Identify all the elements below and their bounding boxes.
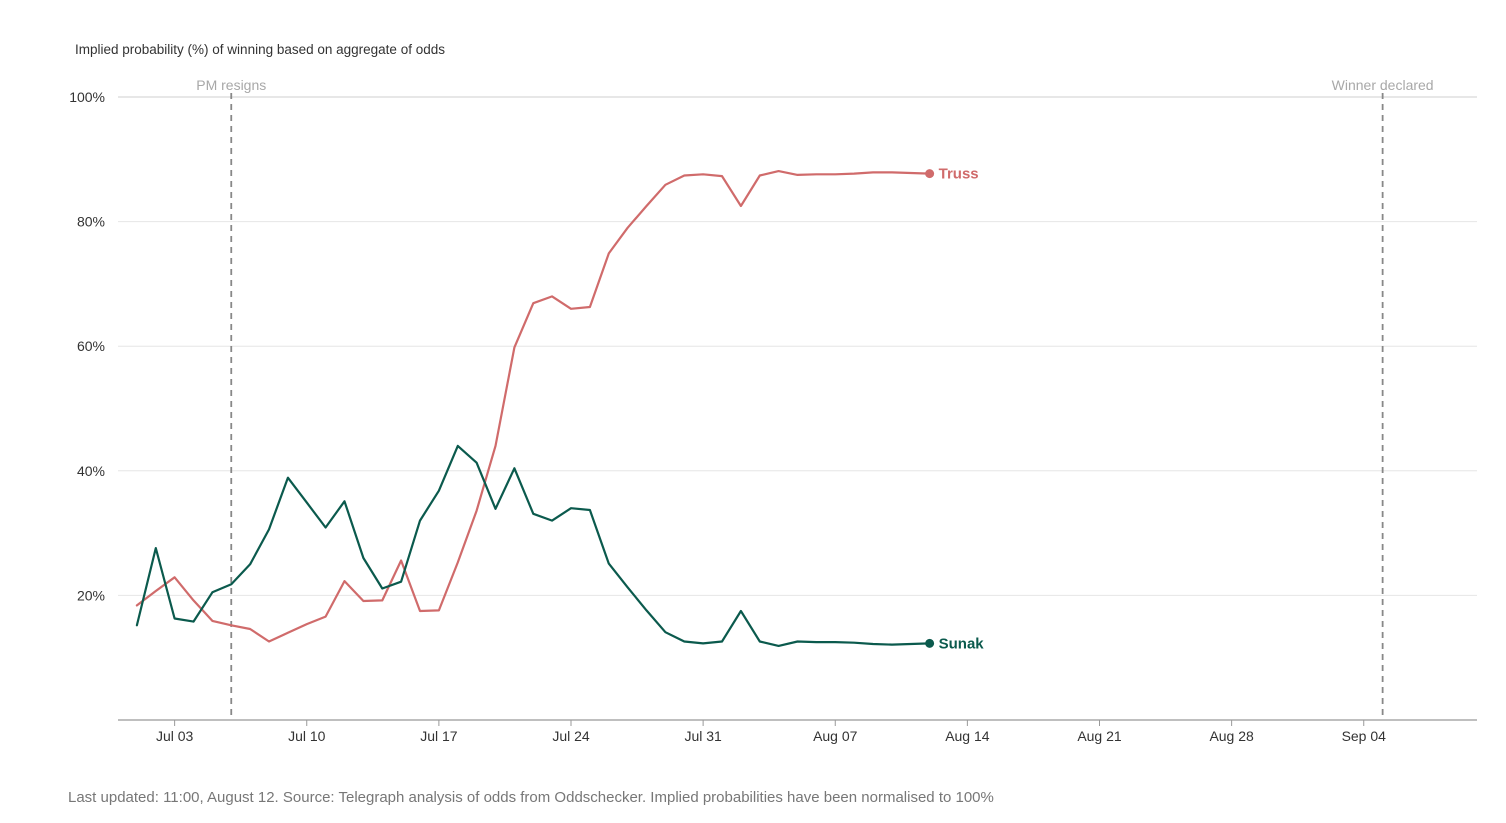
- y-tick-label: 60%: [77, 338, 105, 354]
- source-footnote: Last updated: 11:00, August 12. Source: …: [68, 789, 994, 806]
- series-end-marker-truss: [925, 169, 935, 179]
- y-tick-label: 20%: [77, 587, 105, 603]
- x-tick-label: Jul 17: [420, 728, 458, 744]
- x-tick-label: Jul 03: [156, 728, 194, 744]
- x-tick-label: Aug 21: [1077, 728, 1122, 744]
- x-tick-label: Aug 07: [813, 728, 858, 744]
- series-label-sunak: Sunak: [939, 635, 985, 652]
- y-tick-label: 40%: [77, 463, 105, 479]
- x-tick-label: Aug 28: [1209, 728, 1254, 744]
- chart-subtitle: Implied probability (%) of winning based…: [75, 42, 445, 57]
- x-tick-label: Aug 14: [945, 728, 990, 744]
- y-tick-label: 100%: [69, 89, 105, 105]
- y-tick-label: 80%: [77, 214, 105, 230]
- x-tick-label: Sep 04: [1342, 728, 1387, 744]
- annotation-label: PM resigns: [196, 77, 266, 93]
- annotation-label: Winner declared: [1332, 77, 1434, 93]
- series-line-sunak: [135, 444, 931, 648]
- x-tick-label: Jul 10: [288, 728, 326, 744]
- series-label-truss: Truss: [939, 166, 979, 183]
- x-tick-label: Jul 24: [552, 728, 590, 744]
- series-line-truss: [135, 170, 931, 643]
- series-end-marker-sunak: [925, 638, 935, 648]
- x-tick-label: Jul 31: [684, 728, 722, 744]
